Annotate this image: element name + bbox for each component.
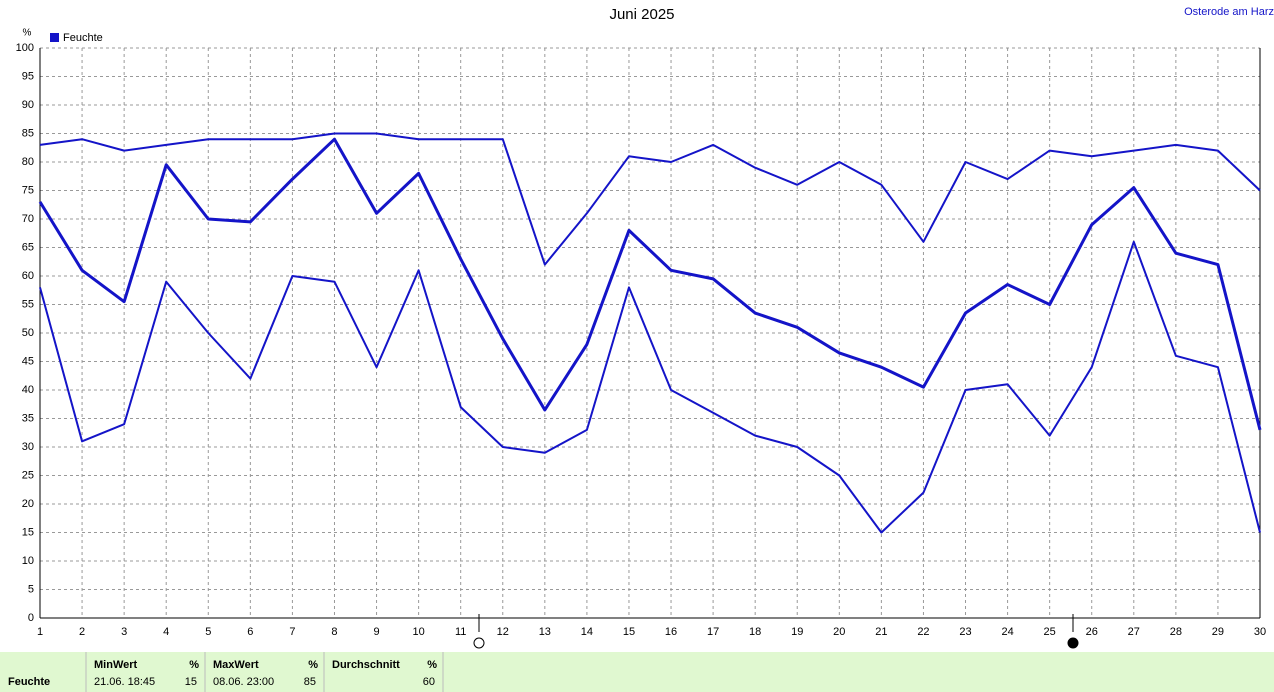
x-tick-label: 29 <box>1212 626 1224 638</box>
summary-header: MaxWert <box>213 659 259 671</box>
x-tick-label: 1 <box>37 626 43 638</box>
summary-value: 15 <box>185 676 197 688</box>
x-tick-label: 25 <box>1044 626 1056 638</box>
y-tick-label: 20 <box>22 498 34 510</box>
legend-swatch <box>50 33 59 42</box>
x-tick-label: 30 <box>1254 626 1266 638</box>
y-tick-label: 80 <box>22 156 34 168</box>
x-tick-label: 9 <box>373 626 379 638</box>
data-line <box>39 132 1261 266</box>
y-tick-label: 35 <box>22 412 34 424</box>
x-tick-label: 10 <box>412 626 424 638</box>
y-tick-label: 65 <box>22 241 34 253</box>
y-tick-label: 55 <box>22 298 34 310</box>
x-tick-label: 27 <box>1128 626 1140 638</box>
x-tick-label: 2 <box>79 626 85 638</box>
x-tick-label: 13 <box>539 626 551 638</box>
y-tick-label: 40 <box>22 384 34 396</box>
summary-label: Feuchte <box>8 676 50 688</box>
y-tick-label: 100 <box>16 42 34 54</box>
x-tick-label: 11 <box>455 626 466 638</box>
x-tick-label: 17 <box>707 626 719 638</box>
x-tick-label: 18 <box>749 626 761 638</box>
y-tick-label: 90 <box>22 99 34 111</box>
y-tick-label: 50 <box>22 327 34 339</box>
y-tick-label: 10 <box>22 555 34 567</box>
y-tick-label: 45 <box>22 355 34 367</box>
location: Osterode am Harz <box>1184 6 1274 18</box>
x-tick-label: 22 <box>917 626 929 638</box>
y-tick-label: 15 <box>22 526 34 538</box>
x-tick-label: 28 <box>1170 626 1182 638</box>
x-tick-label: 26 <box>1086 626 1098 638</box>
summary-time: 21.06. 18:45 <box>94 676 155 688</box>
x-tick-label: 4 <box>163 626 169 638</box>
y-tick-label: 95 <box>22 70 34 82</box>
summary-header: Durchschnitt <box>332 659 400 671</box>
summary-unit: % <box>427 659 437 671</box>
y-tick-label: 25 <box>22 469 34 481</box>
x-tick-label: 20 <box>833 626 845 638</box>
y-tick-label: 0 <box>28 612 34 624</box>
summary-unit: % <box>189 659 199 671</box>
summary-header: MinWert <box>94 659 138 671</box>
x-tick-label: 19 <box>791 626 803 638</box>
moon-icon <box>1067 637 1079 649</box>
x-tick-label: 6 <box>247 626 253 638</box>
x-tick-label: 5 <box>205 626 211 638</box>
y-axis-label: % <box>23 28 32 39</box>
summary-unit: % <box>308 659 318 671</box>
summary-time: 08.06. 23:00 <box>213 676 274 688</box>
x-tick-label: 12 <box>497 626 509 638</box>
y-tick-label: 60 <box>22 270 34 282</box>
data-line <box>39 240 1261 534</box>
x-tick-label: 16 <box>665 626 677 638</box>
x-tick-label: 8 <box>331 626 337 638</box>
data-line <box>38 137 1262 431</box>
summary-panel <box>0 652 1274 692</box>
x-tick-label: 3 <box>121 626 127 638</box>
summary-value: 85 <box>304 676 316 688</box>
moon-icon <box>473 637 485 649</box>
legend-label: Feuchte <box>63 32 103 44</box>
y-tick-label: 85 <box>22 127 34 139</box>
x-tick-label: 14 <box>581 626 593 638</box>
x-tick-label: 15 <box>623 626 635 638</box>
x-tick-label: 24 <box>1001 626 1013 638</box>
x-tick-label: 21 <box>875 626 887 638</box>
y-tick-label: 5 <box>28 583 34 595</box>
y-tick-label: 70 <box>22 213 34 225</box>
summary-value: 60 <box>423 676 435 688</box>
y-tick-label: 30 <box>22 441 34 453</box>
x-tick-label: 23 <box>959 626 971 638</box>
x-tick-label: 7 <box>289 626 295 638</box>
chart-title: Juni 2025 <box>609 6 674 23</box>
y-tick-label: 75 <box>22 184 34 196</box>
